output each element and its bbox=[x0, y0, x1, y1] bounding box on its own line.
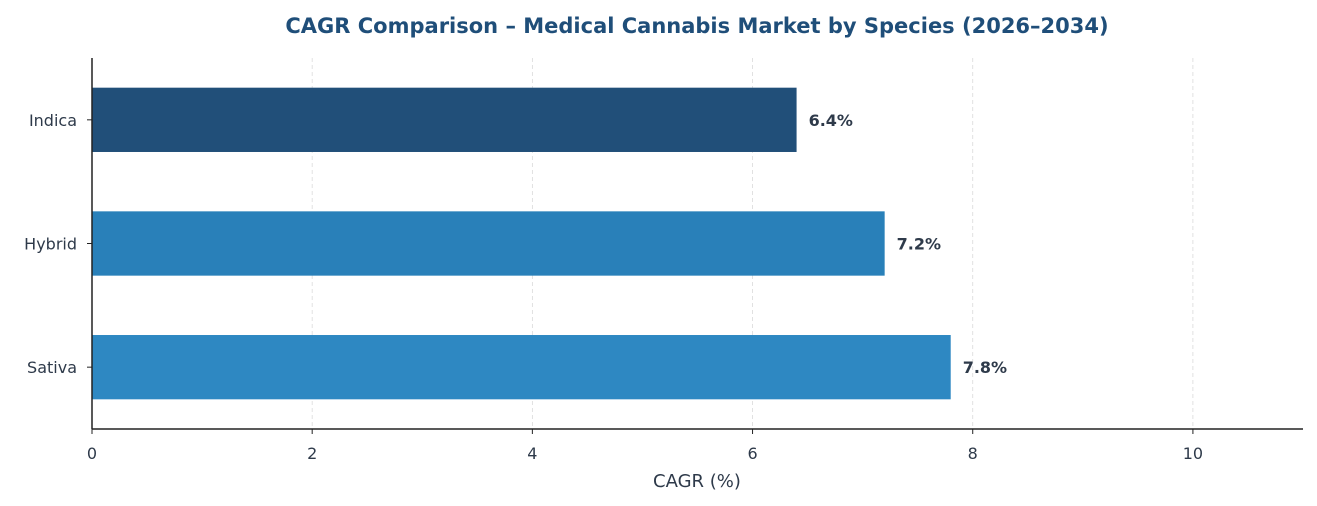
x-tick-label: 2 bbox=[307, 444, 317, 463]
bar-hybrid bbox=[92, 211, 885, 276]
x-tick-label: 6 bbox=[747, 444, 757, 463]
y-tick-label-sativa: Sativa bbox=[27, 358, 77, 377]
x-tick-label: 4 bbox=[527, 444, 537, 463]
data-label-indica: 6.4% bbox=[809, 111, 853, 130]
chart-title: CAGR Comparison – Medical Cannabis Marke… bbox=[285, 14, 1108, 38]
x-tick-label: 8 bbox=[968, 444, 978, 463]
data-label-sativa: 7.8% bbox=[963, 358, 1007, 377]
bar-indica bbox=[92, 87, 797, 152]
data-label-hybrid: 7.2% bbox=[897, 235, 941, 254]
bars: 6.4% 7.2% 7.8% bbox=[92, 87, 1007, 400]
x-tick-label: 10 bbox=[1183, 444, 1203, 463]
x-axis-label: CAGR (%) bbox=[653, 471, 741, 492]
ticks: Indica Hybrid Sativa 0 2 4 6 8 10 bbox=[24, 111, 1203, 463]
bar-sativa bbox=[92, 335, 951, 400]
x-tick-label: 0 bbox=[87, 444, 97, 463]
y-tick-label-hybrid: Hybrid bbox=[24, 235, 77, 254]
y-tick-label-indica: Indica bbox=[29, 111, 77, 130]
